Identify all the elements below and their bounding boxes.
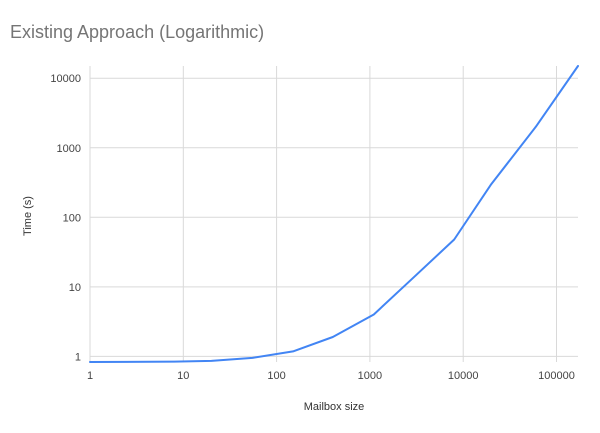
y-tick-label: 100: [63, 212, 81, 224]
x-tick-label: 10000: [448, 370, 479, 382]
x-tick-label: 1: [87, 370, 93, 382]
y-tick-label: 1: [75, 351, 81, 363]
x-tick-label: 1000: [358, 370, 382, 382]
gridlines: [89, 66, 578, 362]
chart-title: Existing Approach (Logarithmic): [10, 22, 265, 42]
y-tick-label: 10: [69, 282, 81, 294]
series-line: [89, 65, 579, 363]
y-tick-label: 1000: [57, 143, 81, 155]
x-tick-label: 10: [177, 370, 189, 382]
x-tick-label: 100000: [538, 370, 575, 382]
y-axis-title: Time (s): [22, 196, 34, 236]
x-tick-label: 100: [267, 370, 285, 382]
series-layer: [89, 65, 579, 363]
y-tick-label: 10000: [50, 73, 81, 85]
x-axis-title: Mailbox size: [304, 401, 365, 413]
tick-labels: 1 10 100 1000 10000 1 10 100 1000 10000 100000: [50, 73, 574, 382]
